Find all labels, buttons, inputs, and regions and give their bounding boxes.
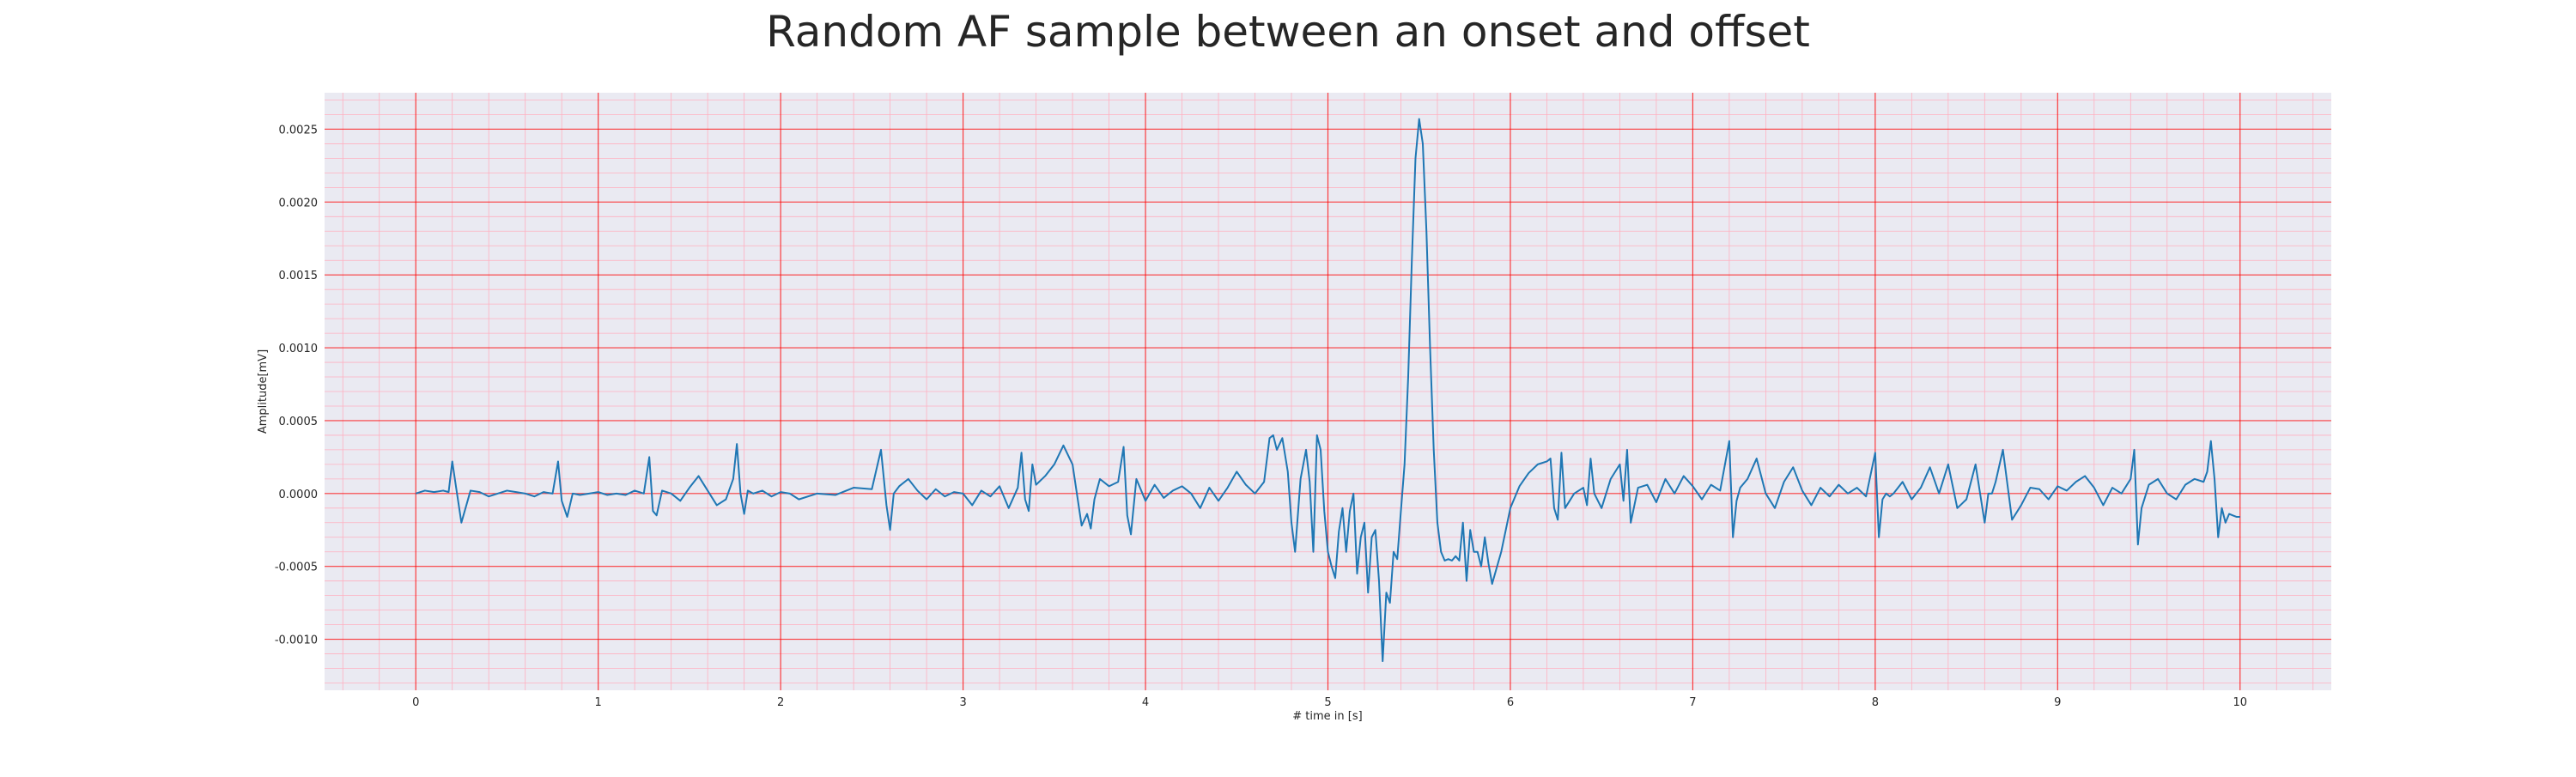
x-tick-label: 4 (1142, 696, 1149, 709)
y-tick-label: 0.0010 (279, 343, 319, 355)
y-axis-label: Amplitude[mV] (257, 349, 270, 434)
series-line (415, 118, 2240, 663)
x-tick-label: 6 (1507, 696, 1514, 709)
x-tick-label: 3 (959, 696, 966, 709)
x-tick-label: 1 (595, 696, 602, 709)
series-layer (415, 118, 2240, 663)
y-tick-label: 0.0025 (279, 124, 319, 137)
x-tick-label: 8 (1872, 696, 1879, 709)
chart-title: Random AF sample between an onset and of… (766, 7, 1810, 57)
x-axis-label: # time in [s] (1292, 710, 1362, 723)
x-tick-label: 9 (2054, 696, 2061, 709)
y-tick-label: 0.0020 (279, 197, 319, 209)
y-tick-label: -0.0010 (275, 634, 318, 647)
y-tick-label: -0.0005 (275, 562, 318, 574)
x-tick-label: 7 (1689, 696, 1696, 709)
x-tick-label: 0 (412, 696, 419, 709)
x-tick-label: 5 (1324, 696, 1331, 709)
x-tick-label: 2 (777, 696, 784, 709)
x-tick-label: 10 (2233, 696, 2247, 709)
major-grid (325, 93, 2331, 690)
y-tick-labels: -0.0010 -0.0005 0.0000 0.0005 0.0010 0.0015 0.… (275, 124, 318, 646)
y-tick-label: 0.0015 (279, 270, 319, 282)
x-tick-labels: 0 1 2 3 4 5 6 7 8 9 10 (412, 696, 2247, 709)
y-tick-label: 0.0000 (279, 489, 319, 501)
y-tick-label: 0.0005 (279, 416, 319, 428)
